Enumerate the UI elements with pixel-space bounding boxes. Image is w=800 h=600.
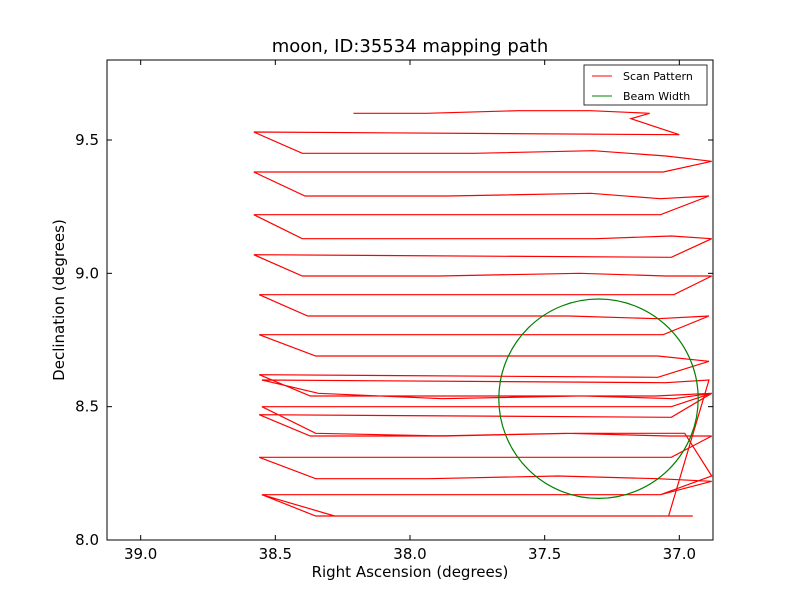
x-axis-ticks: 39.0 38.5 38.0 37.5 37.0 <box>124 60 696 563</box>
plot-content <box>253 110 713 517</box>
x-tick-label: 38.0 <box>393 545 426 563</box>
y-tick-label: 8.5 <box>75 398 99 416</box>
legend-label-beam-width: Beam Width <box>623 90 690 103</box>
y-tick-label: 9.5 <box>75 131 99 149</box>
beam-width-circle <box>498 298 699 499</box>
x-tick-label: 37.5 <box>528 545 561 563</box>
y-axis-label: Declination (degrees) <box>50 219 68 381</box>
x-axis-label: Right Ascension (degrees) <box>312 563 509 581</box>
scan-pattern-line <box>253 110 713 517</box>
legend-box <box>583 64 708 106</box>
y-axis-ticks: 8.0 8.5 9.0 9.5 <box>75 131 713 549</box>
x-tick-label: 37.0 <box>663 545 696 563</box>
x-tick-label: 38.5 <box>259 545 292 563</box>
y-tick-label: 9.0 <box>75 264 99 282</box>
beam-layer <box>498 298 699 499</box>
legend-label-scan-pattern: Scan Pattern <box>623 70 693 83</box>
chart-title: moon, ID:35534 mapping path <box>272 36 549 57</box>
x-tick-label: 39.0 <box>124 545 157 563</box>
y-tick-label: 8.0 <box>75 531 99 549</box>
legend: Scan Pattern Beam Width <box>583 64 708 106</box>
